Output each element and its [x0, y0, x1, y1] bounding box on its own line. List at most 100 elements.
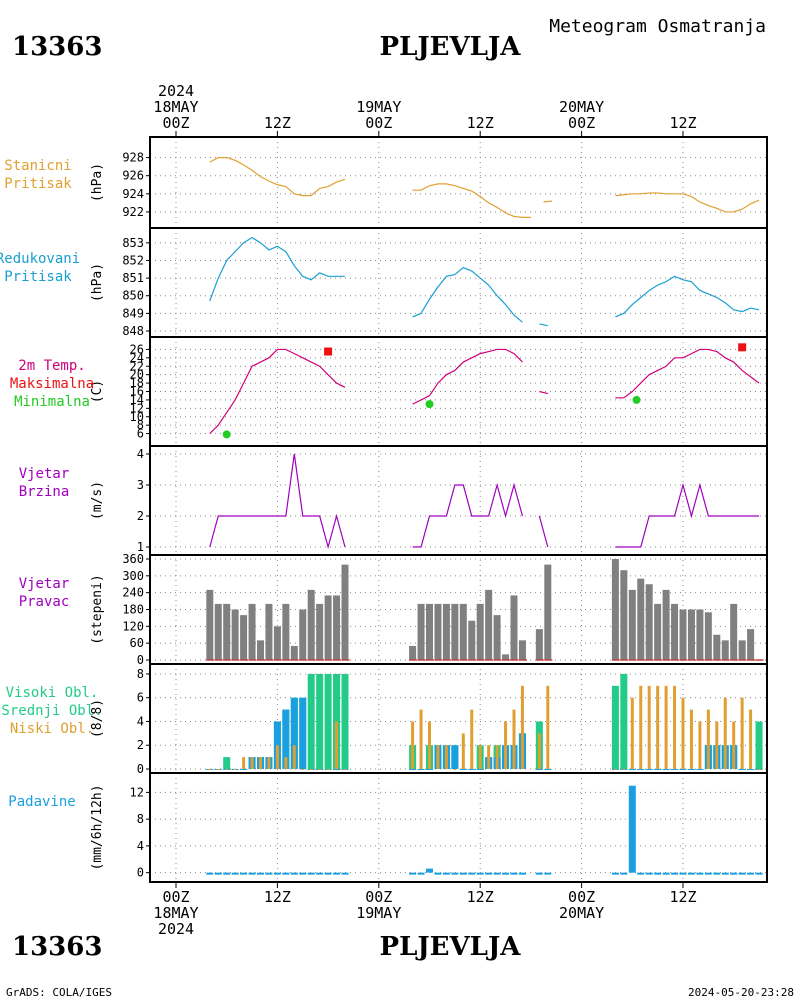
y-tick-label: 8: [137, 418, 144, 432]
y-tick-label: 6: [137, 691, 144, 705]
cloud-bar: [324, 673, 332, 769]
series-line: [543, 200, 553, 203]
y-tick-label: 0: [137, 866, 144, 880]
cloud-bar: [671, 769, 679, 770]
precip-bar: [257, 872, 264, 875]
wind-dir-bar: [206, 589, 214, 660]
precip-bar: [324, 872, 332, 875]
y-tick-label: 0: [137, 762, 144, 776]
cloud-bar: [740, 697, 744, 769]
series-line: [209, 453, 346, 550]
precip-bar: [214, 872, 222, 875]
precip-bar: [206, 872, 214, 875]
wind-dir-bar: [721, 640, 729, 660]
precip-bar: [240, 872, 248, 875]
panel-5: 0 2 4 6 8 (8/8)Visoki Obl. Srednji Obl. Niski O…: [1, 663, 768, 776]
y-tick-label: 6: [137, 427, 144, 441]
wind-dir-bar: [510, 595, 518, 660]
cloud-bar: [299, 697, 307, 769]
tmax-marker: [324, 347, 333, 356]
cloud-bar: [419, 709, 423, 769]
wind-dir-bar: [290, 645, 298, 660]
precip-bar: [544, 872, 552, 875]
precip-bar: [442, 872, 450, 875]
cloud-bar: [613, 769, 617, 770]
precip-bar: [611, 872, 619, 875]
panel-label: Pritisak: [4, 176, 72, 192]
wind-dir-bar: [341, 564, 349, 660]
y-tick-label: 26: [130, 342, 144, 356]
bottom-time-label: 00Z: [568, 888, 595, 906]
y-axis-label: (stepeni): [90, 574, 105, 644]
y-tick-label: 2: [137, 738, 144, 752]
wind-dir-bar: [645, 584, 653, 660]
cloud-bar: [520, 685, 524, 769]
tmin-marker: [632, 395, 641, 404]
panel-label: Maksimalna: [10, 376, 94, 392]
wind-dir-bar: [451, 603, 459, 660]
cloud-bar: [537, 733, 541, 769]
y-tick-label: 8: [137, 812, 144, 826]
cloud-bar: [216, 769, 220, 770]
wind-dir-bar: [459, 603, 467, 660]
bottom-time-label: 18MAY: [153, 904, 198, 922]
cloud-bar: [654, 769, 662, 770]
wind-dir-bar: [476, 603, 484, 660]
y-tick-label: 3: [137, 478, 144, 492]
precip-bar: [434, 872, 442, 875]
cloud-bar: [546, 685, 550, 769]
cloud-bar: [316, 673, 324, 769]
wind-dir-bar: [502, 654, 510, 660]
panel-label: Niski Obl.: [10, 721, 94, 737]
wind-dir-bar: [468, 620, 476, 660]
precip-bar: [459, 872, 467, 875]
wind-dir-bar: [417, 603, 425, 660]
cloud-bar: [326, 769, 330, 770]
wind-dir-bar: [662, 589, 670, 660]
precip-bar: [417, 872, 425, 875]
wind-dir-bar: [687, 609, 695, 660]
cloud-bar: [673, 685, 677, 769]
wind-dir-bar: [426, 603, 433, 660]
wind-dir-bar: [493, 615, 501, 660]
series-line: [615, 275, 760, 318]
wind-dir-bar: [240, 615, 248, 660]
bottom-time-label: 00Z: [162, 888, 189, 906]
cloud-bar: [620, 673, 628, 769]
panel-label: Vjetar: [19, 576, 70, 592]
wind-dir-bar: [282, 603, 290, 660]
cloud-bar: [459, 769, 467, 770]
generated-timestamp: 2024-05-20-23:28: [688, 986, 794, 999]
panel-label: Stanicni: [4, 158, 71, 174]
y-axis-label: (hPa): [90, 263, 105, 302]
wind-dir-bar: [223, 603, 231, 660]
tmin-marker: [222, 430, 231, 439]
cloud-bar: [476, 769, 484, 770]
y-tick-label: 4: [137, 447, 144, 461]
cloud-bar: [611, 685, 619, 769]
cloud-bar: [679, 769, 687, 770]
cloud-bar: [696, 769, 704, 770]
cloud-bar: [426, 769, 433, 770]
cloud-bar: [333, 769, 341, 770]
precip-bar: [248, 872, 256, 875]
panel-label: Minimalna: [14, 394, 90, 410]
cloud-bar: [267, 757, 271, 769]
cloud-bar: [428, 721, 431, 769]
series-line: [412, 183, 531, 218]
y-tick-label: 848: [122, 324, 144, 338]
wind-dir-bar: [257, 640, 264, 660]
precip-bar: [628, 785, 636, 873]
y-tick-label: 8: [137, 667, 144, 681]
y-tick-label: 12: [130, 401, 144, 415]
cloud-bar: [208, 769, 212, 770]
cloud-bar: [478, 745, 482, 769]
cloud-bar: [240, 769, 248, 770]
panel-label: Pritisak: [4, 269, 72, 285]
cloud-bar: [470, 709, 474, 769]
wind-dir-bar: [628, 589, 636, 660]
cloud-bar: [689, 709, 693, 769]
y-tick-label: 924: [122, 187, 144, 201]
y-tick-label: 926: [122, 169, 144, 183]
